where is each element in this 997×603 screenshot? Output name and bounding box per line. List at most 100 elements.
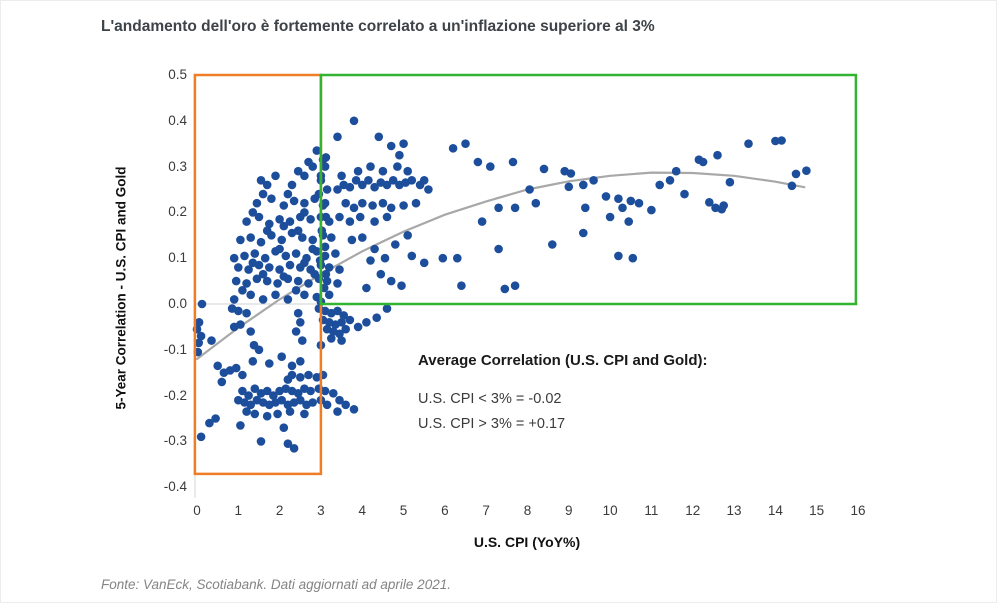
data-point bbox=[341, 400, 351, 410]
x-axis-title: U.S. CPI (YoY%) bbox=[473, 534, 581, 550]
data-point bbox=[300, 409, 309, 419]
data-point bbox=[349, 116, 359, 126]
data-point bbox=[291, 327, 301, 336]
data-point bbox=[494, 244, 503, 254]
data-point bbox=[680, 189, 689, 199]
data-point bbox=[229, 295, 239, 304]
data-point bbox=[605, 212, 615, 222]
data-point bbox=[308, 398, 318, 407]
data-point bbox=[548, 240, 557, 249]
data-point bbox=[279, 272, 289, 281]
data-point bbox=[244, 391, 253, 400]
x-tick-label: 2 bbox=[275, 503, 284, 518]
y-tick-label: 0.5 bbox=[168, 67, 187, 82]
data-point bbox=[581, 203, 590, 213]
data-point bbox=[399, 201, 408, 210]
data-point bbox=[194, 318, 204, 327]
data-point bbox=[283, 439, 293, 449]
data-point bbox=[197, 299, 207, 309]
x-tick-label: 6 bbox=[441, 503, 449, 518]
data-point bbox=[477, 217, 487, 226]
data-point bbox=[744, 139, 753, 148]
data-point bbox=[378, 166, 388, 176]
data-point bbox=[238, 286, 247, 295]
data-point bbox=[252, 198, 262, 208]
data-point bbox=[234, 263, 243, 272]
data-point bbox=[329, 389, 338, 398]
data-point bbox=[246, 290, 255, 300]
data-point bbox=[628, 253, 638, 263]
data-point bbox=[579, 180, 588, 190]
data-point bbox=[291, 286, 301, 295]
data-point bbox=[333, 185, 342, 194]
data-point bbox=[665, 176, 675, 185]
data-point bbox=[273, 279, 282, 288]
data-point bbox=[345, 217, 355, 226]
x-tick-label: 16 bbox=[850, 503, 866, 518]
data-point bbox=[308, 244, 318, 254]
box-cpi-above-3pct bbox=[319, 73, 858, 306]
data-point bbox=[254, 212, 264, 222]
data-point bbox=[196, 331, 206, 341]
data-point bbox=[289, 196, 299, 206]
annotation-heading: Average Correlation (U.S. CPI and Gold): bbox=[418, 352, 708, 369]
data-point bbox=[277, 395, 287, 405]
data-point bbox=[351, 176, 361, 185]
data-point bbox=[258, 189, 268, 199]
source-note: Fonte: VanEck, Scotiabank. Dati aggiorna… bbox=[101, 577, 451, 592]
data-point bbox=[262, 386, 272, 396]
data-point bbox=[579, 228, 588, 238]
data-point bbox=[771, 136, 780, 146]
data-point bbox=[248, 208, 258, 217]
data-point bbox=[279, 423, 289, 433]
data-point bbox=[262, 180, 272, 190]
data-point bbox=[275, 265, 284, 274]
data-point bbox=[320, 242, 330, 252]
data-point bbox=[341, 198, 351, 208]
data-point bbox=[322, 276, 332, 286]
data-point bbox=[378, 198, 388, 208]
data-point bbox=[777, 136, 786, 145]
data-point bbox=[229, 322, 239, 332]
data-point bbox=[531, 198, 541, 208]
data-point bbox=[285, 407, 295, 416]
data-point bbox=[618, 203, 627, 213]
data-point bbox=[262, 226, 272, 235]
data-point bbox=[453, 253, 462, 263]
data-point bbox=[368, 201, 377, 210]
data-point bbox=[333, 407, 342, 416]
data-point bbox=[655, 180, 664, 190]
data-point bbox=[293, 276, 303, 286]
data-point bbox=[634, 198, 644, 208]
data-point bbox=[322, 400, 332, 410]
data-point bbox=[283, 295, 293, 304]
data-point bbox=[438, 253, 448, 263]
data-point bbox=[395, 150, 404, 160]
data-point bbox=[213, 361, 222, 371]
data-point bbox=[322, 185, 332, 194]
data-point bbox=[238, 386, 247, 396]
data-point bbox=[248, 258, 258, 268]
x-tick-label: 9 bbox=[565, 503, 573, 518]
data-point bbox=[320, 162, 330, 171]
data-point bbox=[298, 336, 307, 345]
x-tick-label: 0 bbox=[193, 503, 201, 518]
data-point bbox=[705, 198, 714, 207]
data-point bbox=[293, 226, 303, 235]
data-point bbox=[337, 171, 346, 181]
data-point bbox=[304, 279, 313, 288]
data-point bbox=[283, 375, 293, 384]
data-point bbox=[335, 265, 344, 274]
data-point bbox=[283, 189, 293, 199]
x-tick-label: 12 bbox=[685, 503, 701, 518]
data-point bbox=[525, 185, 534, 194]
data-point bbox=[293, 308, 303, 318]
data-point bbox=[358, 180, 367, 190]
data-point bbox=[236, 235, 245, 245]
data-point bbox=[300, 198, 309, 208]
data-point bbox=[271, 171, 280, 181]
data-point bbox=[324, 263, 334, 272]
data-point bbox=[296, 395, 305, 405]
y-axis-title: 5-Year Correlation - U.S. CPI and Gold bbox=[113, 166, 129, 410]
x-axis-ticks: 0 1 2 3 4 5 6 7 8 9 10 11 12 13 14 15 16 bbox=[1, 503, 996, 523]
